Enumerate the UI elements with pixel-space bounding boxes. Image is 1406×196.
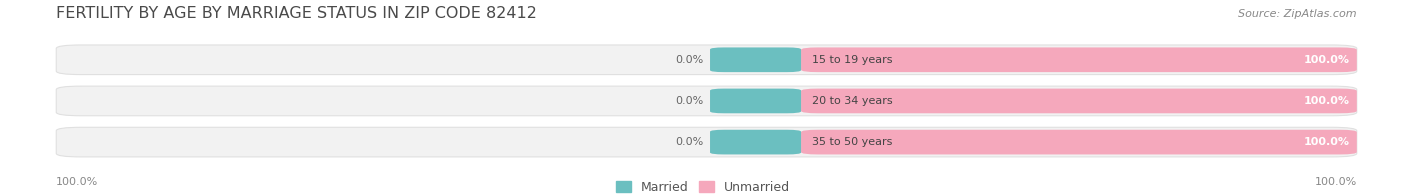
FancyBboxPatch shape [56, 45, 1357, 75]
Text: 0.0%: 0.0% [675, 55, 703, 65]
Text: 100.0%: 100.0% [1303, 137, 1350, 147]
Text: 100.0%: 100.0% [56, 177, 98, 187]
FancyBboxPatch shape [710, 47, 801, 72]
FancyBboxPatch shape [801, 47, 1357, 72]
Text: Source: ZipAtlas.com: Source: ZipAtlas.com [1239, 9, 1357, 19]
Text: 0.0%: 0.0% [675, 137, 703, 147]
FancyBboxPatch shape [56, 127, 1357, 157]
Text: 100.0%: 100.0% [1303, 55, 1350, 65]
Text: 100.0%: 100.0% [1315, 177, 1357, 187]
Legend: Married, Unmarried: Married, Unmarried [616, 181, 790, 194]
Text: 100.0%: 100.0% [1303, 96, 1350, 106]
FancyBboxPatch shape [710, 89, 801, 113]
FancyBboxPatch shape [801, 130, 1357, 154]
FancyBboxPatch shape [710, 130, 801, 154]
FancyBboxPatch shape [56, 86, 1357, 116]
Text: 15 to 19 years: 15 to 19 years [813, 55, 893, 65]
Text: FERTILITY BY AGE BY MARRIAGE STATUS IN ZIP CODE 82412: FERTILITY BY AGE BY MARRIAGE STATUS IN Z… [56, 6, 537, 21]
Text: 35 to 50 years: 35 to 50 years [813, 137, 893, 147]
FancyBboxPatch shape [801, 89, 1357, 113]
Text: 20 to 34 years: 20 to 34 years [813, 96, 893, 106]
Text: 0.0%: 0.0% [675, 96, 703, 106]
